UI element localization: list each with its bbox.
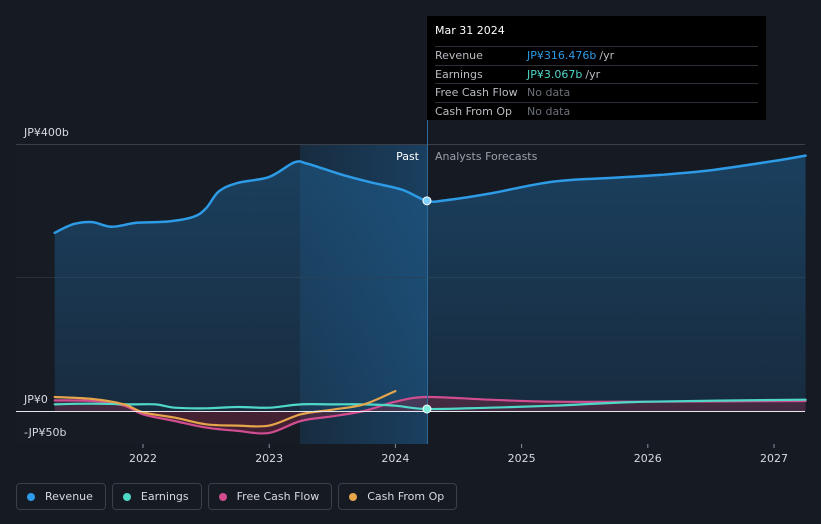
tooltip: Mar 31 2024 Revenue JP¥316.476b /yr Earn… — [427, 16, 766, 120]
legend-label: Free Cash Flow — [236, 490, 320, 503]
free-cash-flow-area — [54, 396, 806, 434]
revenue-line — [53, 154, 807, 235]
tooltip-value: No data — [527, 86, 571, 99]
tooltip-value: JP¥316.476b — [527, 49, 597, 62]
legend-dot-icon — [122, 492, 131, 501]
x-tick-label: 2024 — [381, 452, 409, 465]
tooltip-label: Cash From Op — [435, 104, 513, 118]
tooltip-unit: /yr — [585, 67, 601, 81]
legend-label: Cash From Op — [367, 490, 445, 503]
revenue-marker — [422, 196, 432, 206]
legend-dot-icon — [218, 492, 227, 501]
y-label-zero: JP¥0 — [23, 393, 48, 406]
legend-revenue[interactable]: Revenue — [16, 483, 106, 510]
tooltip-value: JP¥3.067b — [527, 67, 583, 81]
legend-earnings[interactable]: Earnings — [111, 483, 202, 510]
legend-label: Earnings — [140, 490, 189, 503]
tooltip-row-revenue: Revenue JP¥316.476b /yr — [435, 46, 758, 65]
tooltip-label: Revenue — [435, 49, 483, 62]
x-tick-label: 2027 — [760, 452, 788, 465]
x-tick-label: 2025 — [508, 452, 536, 465]
y-label-bottom: -JP¥50b — [24, 426, 66, 439]
y-label-top: JP¥400b — [23, 126, 69, 139]
legend-cash-from-op[interactable]: Cash From Op — [338, 483, 458, 510]
legend-label: Revenue — [45, 490, 93, 503]
earnings-marker — [422, 404, 432, 414]
tooltip-row-cfo: Cash From Op No data — [435, 101, 758, 121]
legend: Revenue Earnings Free Cash Flow Cash Fro… — [16, 483, 458, 510]
x-tick-label: 2023 — [255, 452, 283, 465]
cash-from-op-line — [53, 390, 397, 428]
past-label: Past — [396, 150, 420, 163]
tooltip-row-earnings: Earnings JP¥3.067b /yr — [435, 64, 758, 84]
revenue-area — [54, 155, 806, 411]
x-tick-label: 2022 — [129, 452, 157, 465]
legend-free-cash-flow[interactable]: Free Cash Flow — [207, 483, 333, 510]
tooltip-value: No data — [527, 104, 571, 118]
earnings-line — [53, 398, 807, 411]
tooltip-row-fcf: Free Cash Flow No data — [435, 83, 758, 102]
tooltip-date: Mar 31 2024 — [435, 24, 505, 37]
tooltip-label: Earnings — [435, 67, 483, 81]
forecast-label: Analysts Forecasts — [435, 150, 538, 163]
tooltip-label: Free Cash Flow — [435, 86, 518, 99]
legend-dot-icon — [349, 492, 358, 501]
x-tick-label: 2026 — [634, 452, 662, 465]
free-cash-flow-line — [53, 395, 807, 435]
tooltip-unit: /yr — [599, 49, 615, 62]
legend-dot-icon — [27, 492, 35, 501]
